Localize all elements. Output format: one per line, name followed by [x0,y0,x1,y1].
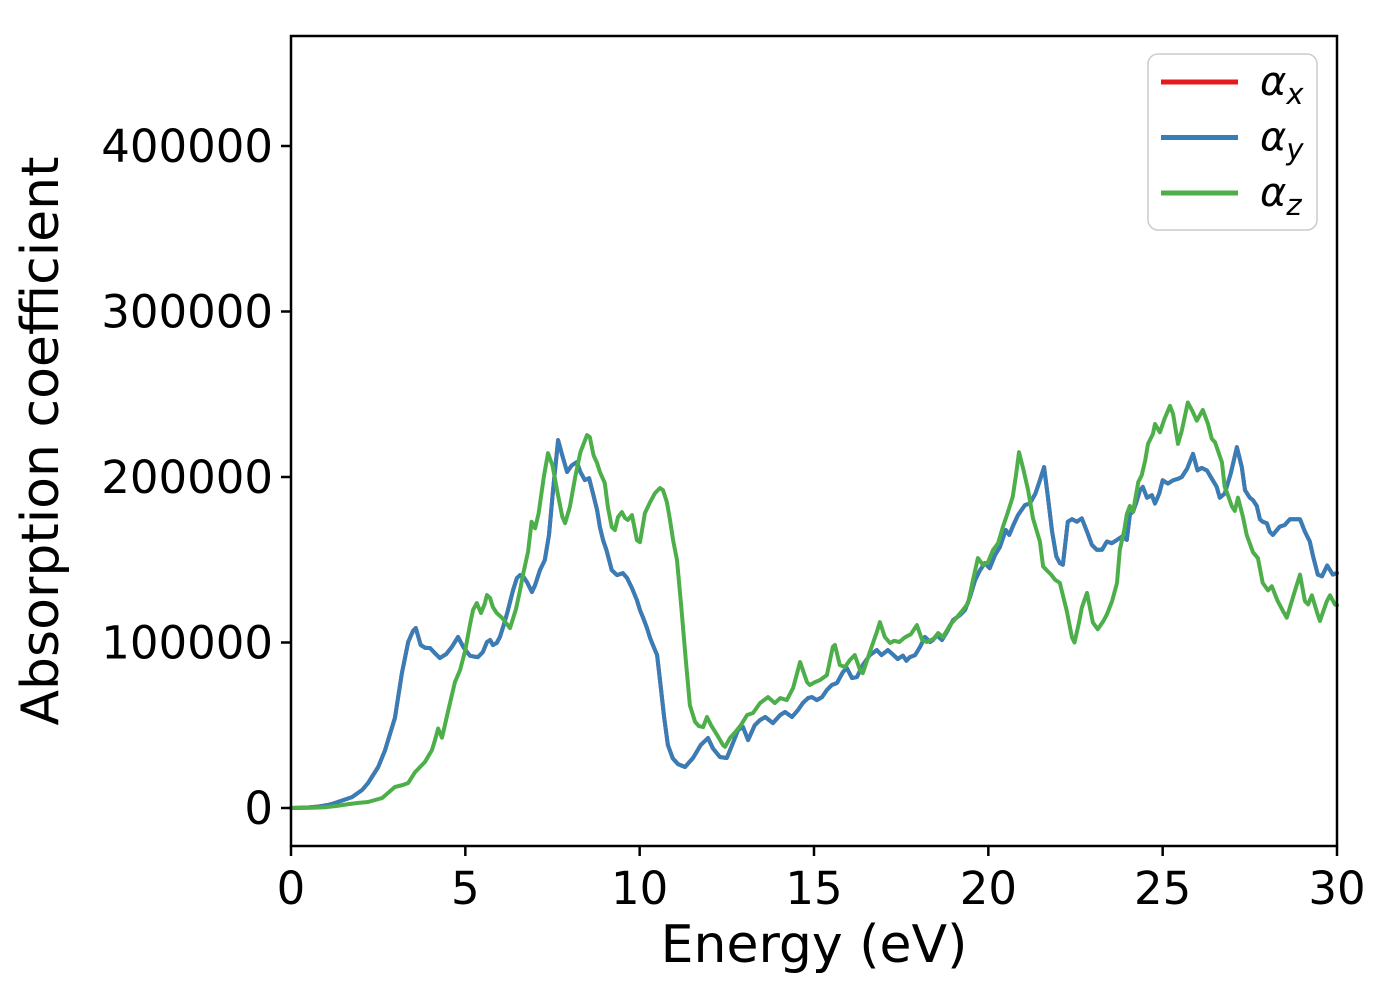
y-tick-label: 0 [244,782,273,835]
x-tick-label: 5 [451,862,480,915]
legend-box [1147,53,1318,231]
legend-label-alpha-x: αx [1260,59,1304,111]
y-tick-label: 400000 [101,120,273,173]
y-tick-label: 200000 [101,451,273,504]
legend-label-alpha-z: αz [1260,170,1302,222]
x-axis-label: Energy (eV) [661,915,968,975]
y-axis: 0 100000 200000 300000 400000 [101,120,291,835]
y-tick-label: 100000 [101,617,273,670]
series-alpha-z-line [289,400,1339,810]
y-tick-label: 300000 [101,286,273,339]
x-tick-label: 10 [611,862,668,915]
series-alpha-y-line [289,438,1339,810]
x-tick-label: 0 [277,862,306,915]
y-axis-label: Absorption coefficient [11,156,71,725]
x-tick-label: 25 [1134,862,1191,915]
series-group [289,400,1339,810]
x-tick-label: 20 [960,862,1017,915]
x-tick-label: 30 [1308,862,1365,915]
legend-label-alpha-y: αy [1260,115,1304,167]
series-alpha-x-line [289,438,1339,810]
x-tick-label: 15 [785,862,842,915]
x-axis: 0 5 10 15 20 25 30 [277,846,1366,915]
